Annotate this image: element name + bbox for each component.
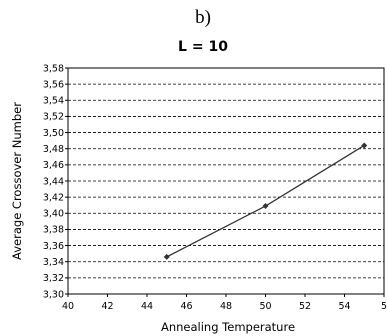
x-tick-label: 54: [338, 301, 350, 312]
x-tick-label: 50: [259, 301, 271, 312]
x-tick-label: 48: [220, 301, 232, 312]
panel-label: b): [195, 7, 211, 28]
y-tick-label: 3,40: [43, 209, 64, 220]
x-axis-label: Annealing Temperature: [161, 320, 295, 334]
x-tick-label: 52: [299, 301, 311, 312]
y-tick-label: 3,44: [43, 176, 64, 187]
x-tick-label: 40: [62, 301, 74, 312]
series-group: [163, 142, 368, 260]
y-tick-label: 3,52: [43, 112, 64, 123]
y-tick-label: 3,50: [43, 128, 64, 139]
y-tick-labels: 3,30 3,32 3,34 3,36 3,38 3,40 3,42 3,44 3,46 3,48…: [43, 63, 68, 300]
chart-title: L = 10: [178, 39, 228, 55]
y-tick-label: 3,56: [43, 79, 64, 90]
series-line: [166, 144, 365, 258]
y-tick-label: 3,34: [43, 257, 64, 268]
y-tick-label: 3,48: [43, 144, 64, 155]
x-tick-label: 46: [180, 301, 192, 312]
data-point: [361, 142, 368, 149]
y-tick-label: 3,36: [43, 241, 64, 252]
y-tick-label: 3,32: [43, 273, 64, 284]
x-tick-labels: 40 42 44 46 48 50 52 54 5: [62, 294, 387, 312]
y-tick-label: 3,46: [43, 160, 64, 171]
y-tick-label: 3,58: [43, 63, 64, 74]
grid-lines: [68, 83, 384, 279]
data-point: [262, 203, 269, 210]
y-tick-label: 3,38: [43, 225, 64, 236]
x-tick-label: 44: [141, 301, 153, 312]
y-tick-label: 3,42: [43, 192, 64, 203]
x-tick-label: 42: [101, 301, 113, 312]
y-tick-label: 3,54: [43, 96, 64, 107]
x-tick-label: 5: [381, 301, 387, 312]
y-tick-label: 3,30: [43, 289, 64, 300]
y-axis-label: Average Crossover Number: [10, 102, 24, 260]
data-point: [163, 253, 170, 260]
